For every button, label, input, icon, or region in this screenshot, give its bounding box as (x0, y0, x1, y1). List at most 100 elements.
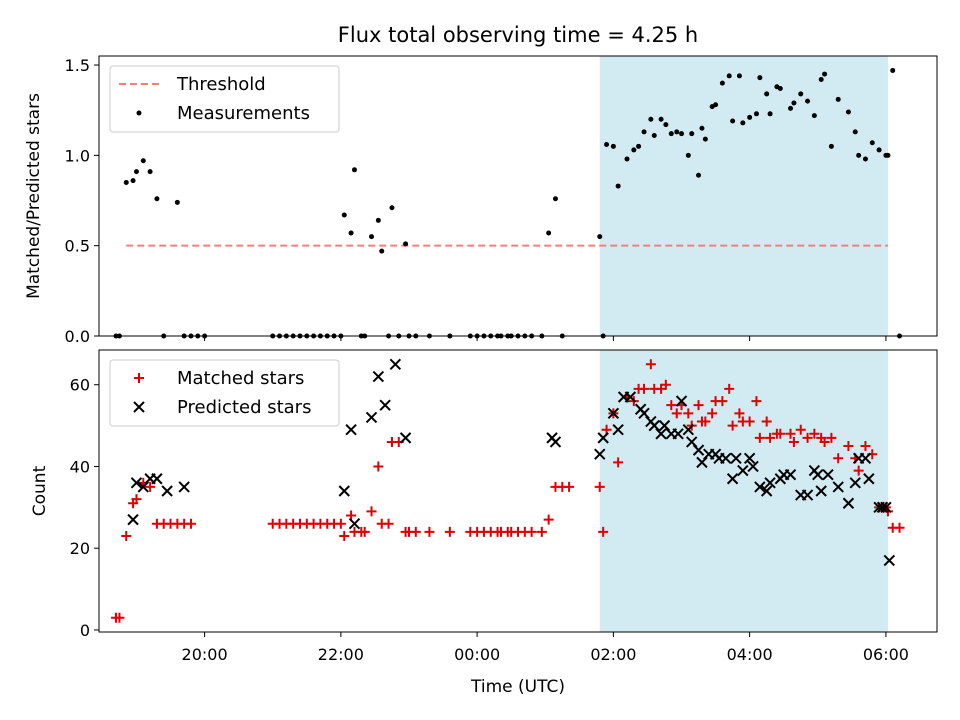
top-ytick-label: 1.0 (65, 146, 90, 165)
matched-star-point (666, 400, 677, 411)
matched-star-point (410, 526, 421, 537)
bottom-xtick-label: 22:00 (318, 645, 364, 664)
measurement-point (788, 105, 794, 111)
legend-matched-label: Matched stars (177, 368, 304, 389)
top-panel: 0.0 0.5 1.0 1.5 Matched/Predicted stars Thr… (24, 55, 938, 346)
predicted-star-point (832, 481, 844, 493)
measurement-point (818, 76, 824, 82)
matched-star-point (744, 416, 755, 427)
matched-star-point (785, 428, 796, 439)
measurement-points (113, 67, 903, 339)
measurement-point (791, 100, 797, 106)
matched-star-point (788, 436, 799, 447)
matched-star-point (683, 408, 694, 419)
measurement-point (140, 158, 146, 164)
predicted-star-point (655, 428, 667, 440)
measurement-point (689, 131, 695, 137)
predicted-star-point (743, 452, 756, 465)
predicted-star-point (549, 436, 562, 448)
bottom-plot-frame (98, 349, 938, 633)
measurement-point (852, 129, 858, 135)
predicted-star-point (880, 501, 892, 514)
measurement-point (668, 131, 674, 137)
bottom-ytick-label: 0 (80, 621, 90, 640)
predicted-star-point (764, 477, 776, 489)
matched-star-point (802, 432, 813, 443)
top-ytick-label: 1.5 (65, 56, 90, 75)
matched-star-point (727, 420, 738, 431)
chart-title: Flux total observing time = 4.25 h (338, 23, 698, 47)
measurement-point (828, 143, 834, 149)
predicted-star-point (161, 485, 173, 497)
measurement-point (636, 143, 642, 149)
matched-star-point (724, 383, 735, 394)
bottom-legend: Matched stars Predicted stars (109, 359, 340, 427)
predicted-star-point (876, 501, 889, 514)
predicted-star-point (365, 411, 378, 424)
matched-star-point (809, 428, 820, 439)
bottom-ytick-label: 40 (70, 457, 90, 476)
predicted-star-point (883, 554, 896, 567)
predicted-star-point (849, 477, 861, 489)
matched-star-point (185, 518, 196, 529)
matched-star-point (526, 526, 537, 537)
matched-star-point (536, 526, 547, 537)
matched-star-point (717, 396, 728, 407)
matched-star-point (564, 481, 575, 492)
predicted-star-point (747, 460, 759, 473)
measurement-point (805, 98, 811, 104)
measurement-point (885, 152, 891, 158)
measurement-point (403, 241, 409, 247)
matched-star-point (843, 441, 854, 452)
matched-star-point (601, 424, 612, 435)
matched-star-point (383, 518, 394, 529)
matched-star-point (707, 408, 718, 419)
measurement-point (147, 169, 153, 175)
measurement-point (696, 172, 702, 178)
measurement-point (757, 75, 763, 81)
measurement-point (379, 248, 385, 254)
matched-star-point (819, 436, 830, 447)
bottom-y-ticks: 0 20 40 60 (70, 376, 99, 640)
predicted-star-point (822, 468, 834, 481)
bottom-xtick-label: 20:00 (182, 645, 228, 664)
measurement-point (369, 234, 375, 240)
measurement-point (730, 118, 736, 124)
predicted-star-point (607, 407, 620, 420)
measurement-point (389, 205, 395, 211)
measurement-point (631, 147, 637, 153)
measurement-point (604, 142, 610, 148)
measurement-point (736, 73, 742, 79)
measurement-point (685, 152, 691, 158)
predicted-star-point (389, 358, 402, 371)
matched-star-point (366, 506, 377, 517)
measurement-point (658, 116, 664, 122)
measurement-point (702, 136, 708, 142)
top-ytick-label: 0.5 (65, 237, 90, 256)
predicted-star-point (754, 481, 766, 493)
bottom-xtick-label: 02:00 (590, 645, 636, 664)
measurement-point (719, 80, 725, 86)
matched-star-point (339, 530, 350, 541)
measurement-point (699, 125, 705, 131)
predicted-star-point (130, 477, 143, 489)
measurement-point (174, 199, 180, 205)
matched-star-point (613, 457, 624, 468)
matched-star-point (894, 522, 905, 533)
measurement-point (764, 91, 770, 97)
predicted-star-point (612, 423, 624, 436)
measurement-point (154, 196, 160, 202)
predicted-star-point (178, 481, 190, 493)
legend-predicted-swatch (133, 401, 145, 413)
matched-star-point (145, 481, 156, 492)
matched-star-point (754, 432, 765, 443)
measurement-point (597, 234, 603, 240)
measurement-point (798, 91, 804, 97)
measurement-point (726, 73, 732, 79)
measurement-point (348, 230, 354, 236)
predicted-star-point (345, 423, 357, 436)
measurement-point (546, 230, 552, 236)
legend-box (109, 359, 340, 427)
matched-star-point (775, 428, 786, 439)
